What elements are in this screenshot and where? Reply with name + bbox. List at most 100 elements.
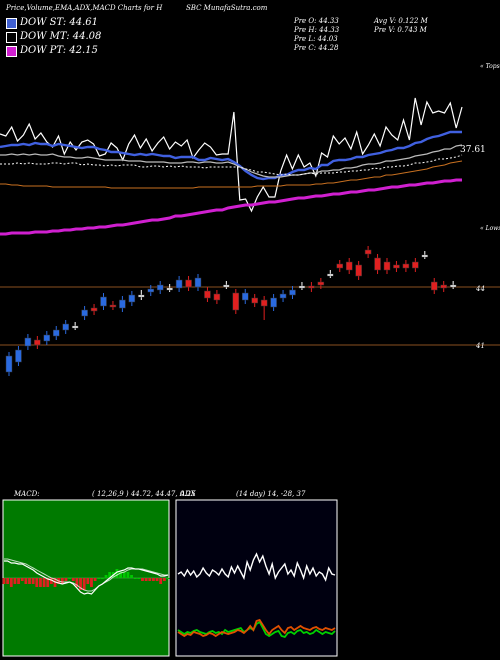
adx-panel-frame xyxy=(175,499,338,657)
candle-body xyxy=(317,281,325,286)
macd-histogram-bar xyxy=(20,578,24,581)
ohlc-low: Pre L: 44.03 xyxy=(294,35,338,43)
candle-body xyxy=(109,304,117,308)
macd-histogram-bar xyxy=(159,578,163,584)
candle-body xyxy=(5,355,13,373)
candle-body xyxy=(147,288,154,293)
legend-label-st: DOW ST: 44.61 xyxy=(20,17,99,28)
level-label-mid: 41 xyxy=(476,342,485,350)
candle-body xyxy=(308,285,315,289)
macd-histogram-bar xyxy=(42,578,46,587)
macd-histogram-bar xyxy=(126,572,130,578)
series-ema-long xyxy=(0,160,463,189)
macd-histogram-bar xyxy=(93,578,97,581)
candle-body xyxy=(138,294,145,298)
chart-title-right: SBC MunafaSutra.com xyxy=(186,4,268,12)
macd-histogram-bar xyxy=(148,578,152,581)
candle-body xyxy=(421,254,429,258)
series-ema-pt xyxy=(0,154,463,176)
candle-body xyxy=(156,284,164,291)
macd-histogram-bar xyxy=(6,578,10,584)
macd-histogram-bar xyxy=(64,578,68,581)
avg-volume: Avg V: 0.122 M xyxy=(374,17,428,25)
candle-body xyxy=(251,297,258,304)
candle-body xyxy=(213,293,221,301)
macd-histogram-bar xyxy=(130,575,133,578)
macd-histogram-bar xyxy=(97,578,101,579)
macd-label: MACD: xyxy=(14,490,40,498)
adx-line-minus-di xyxy=(177,618,336,638)
candle-body xyxy=(128,294,136,303)
candle-body xyxy=(449,284,457,288)
macd-histogram-bar xyxy=(104,575,108,578)
price-chart xyxy=(0,97,500,376)
legend-label-pt: DOW PT: 42.15 xyxy=(20,45,98,56)
legend-swatch-st xyxy=(6,18,17,29)
series-ema-mt xyxy=(0,144,463,178)
tops-tag: « Tops xyxy=(480,63,500,70)
candle-body xyxy=(393,264,400,269)
ohlc-close: Pre C: 44.28 xyxy=(294,44,339,52)
macd-histogram-bar xyxy=(162,578,166,581)
candle-body xyxy=(15,349,22,363)
macd-histogram-bar xyxy=(13,578,17,584)
candle-body xyxy=(71,325,79,329)
series-price xyxy=(0,97,463,213)
macd-histogram-bar xyxy=(166,578,170,579)
candle-body xyxy=(232,292,240,311)
macd-histogram-bar xyxy=(46,578,50,587)
macd-histogram-bar xyxy=(60,578,64,584)
macd-histogram-bar xyxy=(115,569,119,578)
candle-body xyxy=(223,284,230,288)
ohlc-high: Pre H: 44.33 xyxy=(294,26,340,34)
level-label-top: 44 xyxy=(476,285,485,293)
candle-body xyxy=(440,284,447,289)
candle-body xyxy=(166,287,173,291)
pre-volume: Pre V: 0.743 M xyxy=(374,26,427,34)
candle-body xyxy=(327,273,334,277)
legend-label-mt: DOW MT: 44.08 xyxy=(20,31,102,42)
macd-histogram-bar xyxy=(35,578,39,587)
candle-body xyxy=(336,263,343,269)
macd-histogram-bar xyxy=(108,572,112,578)
candle-body xyxy=(355,264,362,277)
candle-body xyxy=(260,299,268,307)
candle-body xyxy=(402,263,410,269)
candle-body xyxy=(100,296,107,307)
candle-body xyxy=(81,309,88,317)
candle-body xyxy=(383,261,391,271)
candle-body xyxy=(53,329,60,337)
macd-histogram-bar xyxy=(39,578,42,587)
candle-body xyxy=(242,292,249,301)
macd-histogram-bar xyxy=(71,578,75,581)
adx-line-plus-di xyxy=(177,620,336,639)
series-ema-st xyxy=(0,130,462,181)
macd-histogram-bar xyxy=(24,578,28,584)
macd-histogram-bar xyxy=(90,578,93,587)
macd-histogram-bar xyxy=(141,578,144,581)
candle-body xyxy=(345,261,353,271)
upper-price-label: 37.61 xyxy=(460,145,486,155)
candle-body xyxy=(119,299,126,309)
candle-body xyxy=(34,339,41,346)
macd-histogram-bar xyxy=(17,578,20,584)
macd-histogram-bar xyxy=(144,578,148,581)
macd-histogram-bar xyxy=(28,578,31,584)
macd-histogram-bar xyxy=(9,578,13,587)
adx-label: ADX xyxy=(180,490,196,498)
candle-body xyxy=(90,307,98,312)
macd-histogram-bar xyxy=(82,578,86,590)
macd-params: ( 12,26,9 ) 44.72, 44.47, 0.25 xyxy=(92,490,196,498)
candle-body xyxy=(364,249,372,255)
macd-histogram-bar xyxy=(31,578,35,584)
macd-histogram-bar xyxy=(155,578,159,581)
legend-swatch-pt xyxy=(6,46,17,57)
candle-body xyxy=(185,279,192,288)
candle-body xyxy=(24,337,32,347)
legend-swatch-mt xyxy=(6,32,17,43)
macd-histogram-bar xyxy=(101,578,104,579)
candle-body xyxy=(43,334,51,342)
macd-line-signal xyxy=(4,558,168,592)
